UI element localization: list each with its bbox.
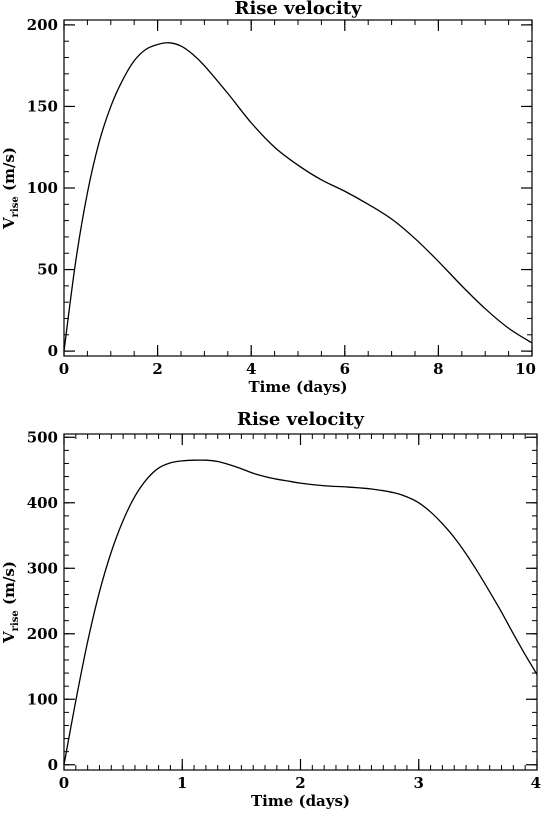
x-tick-label: 0 (59, 360, 69, 378)
x-tick-label: 2 (152, 360, 162, 378)
y-tick-label: 100 (27, 179, 58, 197)
y-tick-label: 500 (27, 428, 58, 446)
y-tick-label: 300 (27, 559, 58, 577)
x-tick-label: 0 (59, 774, 69, 792)
y-axis-label-unit: (m/s) (0, 561, 18, 610)
y-axis-label-unit: (m/s) (0, 147, 18, 196)
y-axis-label: Vrise (m/s) (0, 561, 21, 644)
y-tick-label: 150 (27, 97, 58, 115)
x-axis-label: Time (days) (251, 792, 350, 810)
x-tick-label: 3 (414, 774, 424, 792)
y-axis-label-subscript: rise (10, 196, 21, 217)
y-tick-label: 200 (27, 16, 58, 34)
y-tick-label: 0 (48, 756, 58, 774)
chart-title: Rise velocity (237, 409, 365, 430)
y-axis-label-main: V (0, 217, 18, 230)
y-axis-label: Vrise (m/s) (0, 147, 21, 230)
x-tick-label: 2 (295, 774, 305, 792)
chart-title: Rise velocity (235, 0, 363, 19)
y-tick-label: 400 (27, 494, 58, 512)
x-tick-label: 1 (177, 774, 187, 792)
chart-bottom: Rise velocity 0 1 2 3 4 0 100 200 300 400 500 Time (… (0, 409, 541, 810)
plot-frame (63, 19, 533, 357)
x-tick-label: 4 (531, 774, 541, 792)
series-line (63, 459, 538, 765)
y-tick-label: 100 (27, 690, 58, 708)
y-tick-label: 200 (27, 625, 58, 643)
x-tick-label: 8 (433, 360, 443, 378)
x-tick-label: 4 (246, 360, 256, 378)
y-axis-label-main: V (0, 631, 18, 644)
x-tick-label: 10 (515, 360, 536, 378)
x-axis-label: Time (days) (248, 378, 347, 396)
y-axis-label-subscript: rise (10, 610, 21, 631)
series-line (63, 42, 533, 352)
x-tick-label: 6 (340, 360, 350, 378)
y-tick-label: 0 (48, 342, 58, 360)
plot-frame (63, 433, 538, 771)
y-tick-label: 50 (37, 261, 58, 279)
